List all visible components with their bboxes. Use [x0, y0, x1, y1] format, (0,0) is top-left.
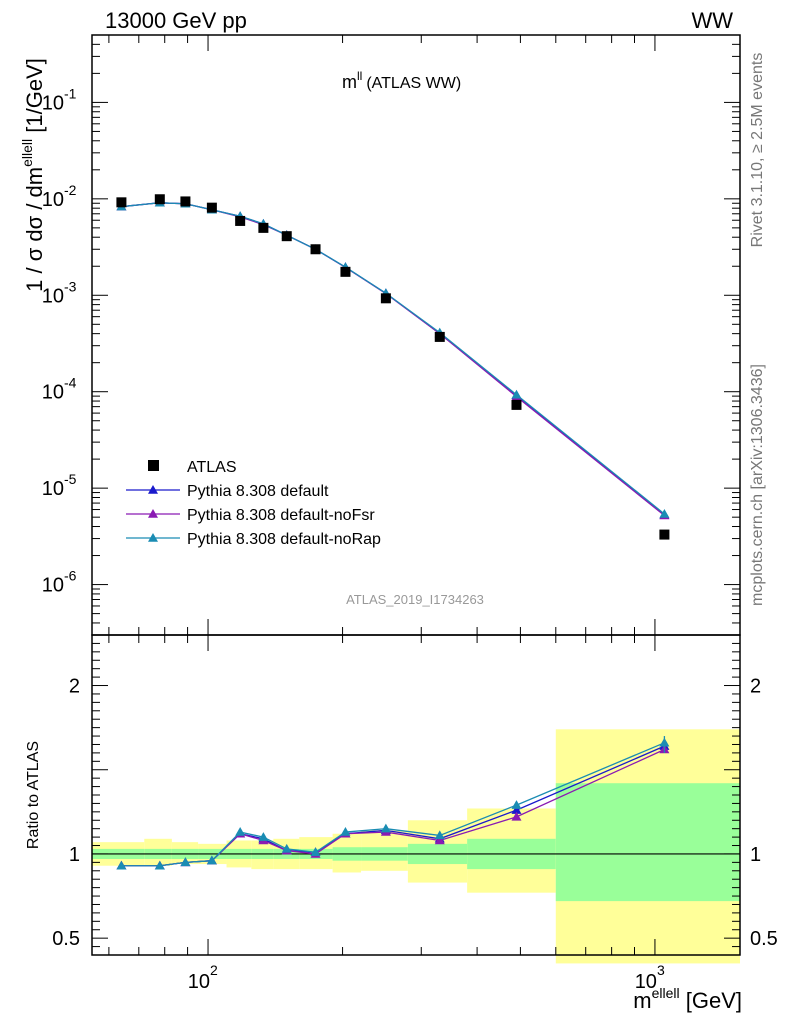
ratio-point-2 — [258, 832, 269, 841]
data-point — [281, 231, 292, 242]
y-tick-label: 10 — [42, 189, 64, 211]
y-tick-label: 10 — [42, 382, 64, 404]
legend-label: Pythia 8.308 default-noRap — [187, 531, 381, 548]
data-point — [659, 529, 670, 540]
y-tick-label-exponent: -3 — [64, 278, 77, 294]
y-tick-label-exponent: -6 — [64, 568, 77, 584]
data-point — [258, 222, 269, 233]
ratio-y-axis-label: Ratio to ATLAS — [25, 741, 42, 849]
series-point-3 — [659, 508, 670, 518]
y-tick-label-right: 0.5 — [750, 928, 778, 950]
data-point — [434, 331, 445, 342]
y-tick-label: 2 — [69, 676, 80, 698]
legend-marker-triangle — [148, 509, 158, 518]
data-point — [206, 202, 217, 213]
data-point — [380, 293, 391, 304]
data-point — [180, 196, 191, 207]
legend: ATLAS Pythia 8.308 default Pythia 8.308 de… — [126, 459, 381, 548]
ratio-point-2 — [180, 857, 191, 867]
ratio-point-2 — [310, 847, 321, 857]
ratio-point-1 — [511, 811, 522, 821]
ratio-point-2 — [116, 860, 127, 870]
y-tick-label: 0.5 — [52, 928, 80, 950]
ratio-point-2 — [206, 855, 217, 865]
x-tick-label: 10 — [635, 971, 657, 993]
y-tick-label-exponent: -4 — [64, 375, 77, 391]
y-tick-label: 10 — [42, 285, 64, 307]
data-point — [116, 197, 127, 208]
ratio-point-1 — [434, 835, 445, 845]
data-point — [511, 399, 522, 410]
main-plot-panel: 10 -610 -510 -410 -310 -210 -11 / σ dσ / dmell… — [19, 34, 741, 636]
ratio-point-2 — [380, 823, 391, 833]
plot-title: mll (ATLAS WW) — [342, 69, 461, 92]
y-tick-label-right: 2 — [750, 676, 761, 698]
uncertainty-band-inner — [555, 783, 740, 902]
y-axis-label: 1 / σ dσ / dmellell [1/GeV] — [19, 58, 47, 292]
y-tick-label-exponent: -2 — [64, 182, 77, 198]
legend-label: Pythia 8.308 default — [187, 483, 329, 500]
legend-label: Pythia 8.308 default-noFsr — [187, 507, 375, 524]
x-axis-label: mellell [GeV] — [633, 985, 742, 1013]
legend-marker-square — [148, 460, 159, 471]
rivet-version-label: Rivet 3.1.10, ≥ 2.5M events — [749, 53, 766, 248]
process-label: WW — [691, 8, 733, 33]
y-tick-label-exponent: -5 — [64, 471, 77, 487]
ratio-point-2 — [434, 830, 445, 840]
legend-marker-triangle — [148, 533, 158, 542]
x-tick-label: 10 — [188, 971, 210, 993]
x-tick-label-exponent: 3 — [657, 962, 665, 978]
y-tick-label: 10 — [42, 92, 64, 114]
y-tick-label-exponent: -1 — [64, 85, 77, 101]
legend-marker-triangle — [148, 485, 158, 494]
x-tick-label-exponent: 2 — [210, 962, 218, 978]
y-tick-label: 10 — [42, 575, 64, 597]
ratio-point-0 — [511, 805, 522, 814]
data-point — [235, 215, 246, 226]
ratio-point-2 — [281, 843, 292, 853]
y-tick-label-right: 1 — [750, 844, 761, 866]
data-point — [310, 244, 321, 255]
ratio-point-2 — [340, 827, 351, 836]
legend-label: ATLAS — [187, 459, 237, 476]
ratio-point-2 — [235, 827, 246, 836]
series-point-3 — [511, 389, 522, 399]
data-point — [340, 266, 351, 277]
data-point — [154, 194, 165, 205]
y-tick-label: 10 — [42, 478, 64, 500]
mcplots-label: mcplots.cern.ch [arXiv:1306.3436] — [749, 364, 766, 606]
ratio-point-2 — [511, 800, 522, 809]
y-tick-label: 1 — [69, 844, 80, 866]
ratio-point-2 — [154, 860, 165, 870]
energy-label: 13000 GeV pp — [105, 8, 247, 33]
analysis-id-label: ATLAS_2019_I1734263 — [346, 592, 484, 607]
